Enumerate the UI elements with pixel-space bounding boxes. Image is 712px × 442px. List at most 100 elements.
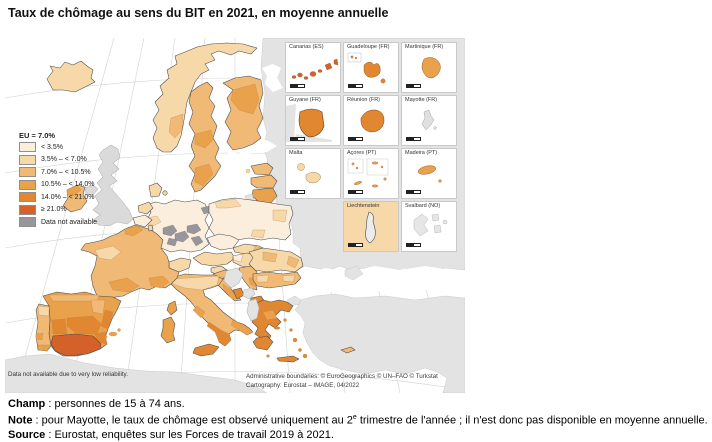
map-legend: EU = 7.0% < 3.5% 3.5% – < 7.0% 7.0% – < …: [19, 131, 129, 231]
sweden-region-patch-south: [194, 163, 214, 187]
spain-extremadura-patch: [51, 318, 68, 335]
source-text: : Eurostat, enquêtes sur les Forces de t…: [45, 429, 334, 442]
footer-note: Note : pour Mayotte, le taux de chômage …: [8, 411, 708, 428]
balearic-islands: [104, 328, 121, 339]
sardinia: [160, 316, 176, 344]
aegean-islands: [266, 318, 308, 359]
hungary-west-patch: [232, 253, 244, 263]
malta-map: [297, 163, 321, 184]
liechtenstein-map: [365, 211, 376, 244]
cyprus: [340, 346, 356, 354]
attribution-line-1: Administrative boundaries: © EuroGeograp…: [246, 373, 438, 380]
greece-thessaly-patch: [262, 309, 278, 321]
estonia-islands: [245, 168, 251, 174]
legend-label: 3.5% – < 7.0%: [41, 156, 87, 163]
inset-canarias: Canarias (ES): [285, 42, 341, 93]
inset-svalbard: Svalbard (NO): [401, 201, 457, 252]
corsica: [166, 300, 178, 316]
black-sea: [301, 266, 463, 295]
inset-label: Guyane (FR): [289, 97, 321, 103]
greece: [250, 299, 294, 343]
france-north-patch: [124, 225, 144, 237]
crimea: [344, 265, 364, 281]
iceland: [46, 60, 96, 93]
footer-source: Source : Eurostat, enquêtes sur les Forc…: [8, 428, 708, 442]
france-occitanie-patch: [108, 277, 140, 293]
scalebar: [406, 190, 421, 194]
legend-row: 14.0% – < 21.0%: [19, 192, 129, 202]
page-title: Taux de chômage au sens du BIT en 2021, …: [8, 6, 389, 20]
luxembourg: [147, 224, 154, 232]
note-superscript: e: [352, 414, 357, 422]
scalebar: [290, 137, 305, 141]
martinique-map: [421, 57, 441, 79]
belgium: [132, 214, 153, 228]
note-label: Note: [8, 414, 33, 427]
italy-south-patch: [206, 321, 232, 347]
source-label: Source: [8, 429, 46, 442]
sweden-region-patch-mid: [194, 129, 214, 149]
legend-label: 7.0% – < 10.5%: [41, 168, 91, 176]
scalebar: [290, 190, 305, 194]
portugal-north-patch: [37, 305, 50, 317]
acores-map: [347, 158, 389, 188]
czechia: [206, 233, 240, 251]
attribution-line-2: Cartography: Eurostat – IMAGE, 04/2022: [246, 382, 360, 389]
inset-label: Madeira (PT): [405, 150, 438, 156]
northern-ireland: [84, 184, 99, 196]
spain-valencia-patch: [100, 309, 114, 330]
inset-label: Malta: [289, 150, 303, 156]
note-text-1: : pour Mayotte, le taux de chômage est o…: [32, 414, 353, 427]
portugal-lisbon-patch: [35, 332, 44, 341]
inset-liechtenstein: Liechtenstein: [343, 201, 399, 252]
france-paca-patch: [148, 275, 170, 289]
legend-row: 3.5% – < 7.0%: [19, 154, 129, 165]
turkey: [286, 293, 466, 394]
peloponnese: [252, 335, 274, 351]
inset-madeira: Madeira (PT): [401, 148, 457, 199]
mayotte-map: [421, 109, 437, 131]
kosovo: [242, 287, 256, 300]
note-text-2: trimestre de l'année ; il n'est donc pas…: [356, 414, 708, 427]
estonia: [250, 162, 274, 176]
poland-region-patches: [214, 198, 288, 239]
legend-swatch: [19, 154, 36, 165]
footer-notes: Champ : personnes de 15 à 74 ans. Note :…: [8, 397, 708, 442]
italy-puglia-patch: [230, 319, 254, 336]
map-footnote: Data not available due to very low relia…: [8, 371, 128, 378]
inset-malta: Malta: [285, 148, 341, 199]
inset-label: Canarias (ES): [289, 44, 324, 50]
inset-guadeloupe: Guadeloupe (FR): [343, 42, 399, 93]
norway-region-patch: [168, 113, 184, 139]
reunion-map: [360, 109, 385, 133]
inset-label: Liechtenstein: [347, 203, 380, 209]
crete: [276, 355, 300, 363]
madeira-map: [417, 165, 442, 183]
legend-row: 10.5% – < 14.0%: [19, 179, 129, 190]
inset-label: Martinique (FR): [405, 44, 444, 50]
denmark: [148, 182, 163, 198]
germany-no-data-regions: [162, 205, 212, 247]
inset-label: Açores (PT): [347, 150, 377, 156]
legend-row: ≥ 21.0%: [19, 204, 129, 215]
champ-text: : personnes de 15 à 74 ans.: [45, 398, 185, 410]
map-attribution: Administrative boundaries: © EuroGeograp…: [246, 372, 438, 390]
legend-swatch: [19, 217, 36, 227]
france-center-patch: [94, 245, 122, 261]
scalebar: [348, 84, 363, 88]
scalebar: [348, 190, 363, 194]
inset-label: Guadeloupe (FR): [347, 44, 390, 50]
finland-region-patch: [230, 83, 260, 115]
denmark-island: [162, 190, 168, 196]
scalebar: [290, 84, 305, 88]
romania: [248, 247, 304, 273]
scalebar: [348, 137, 363, 141]
legend-eu-average: EU = 7.0%: [19, 131, 56, 140]
legend-row: 7.0% – < 10.5%: [19, 167, 129, 177]
inset-label: Réunion (FR): [347, 97, 381, 103]
scalebar: [348, 243, 363, 247]
sicily: [192, 343, 220, 357]
legend-row: < 3.5%: [19, 142, 129, 152]
footer-champ: Champ : personnes de 15 à 74 ans.: [8, 397, 708, 411]
legend-swatch: [19, 142, 36, 152]
